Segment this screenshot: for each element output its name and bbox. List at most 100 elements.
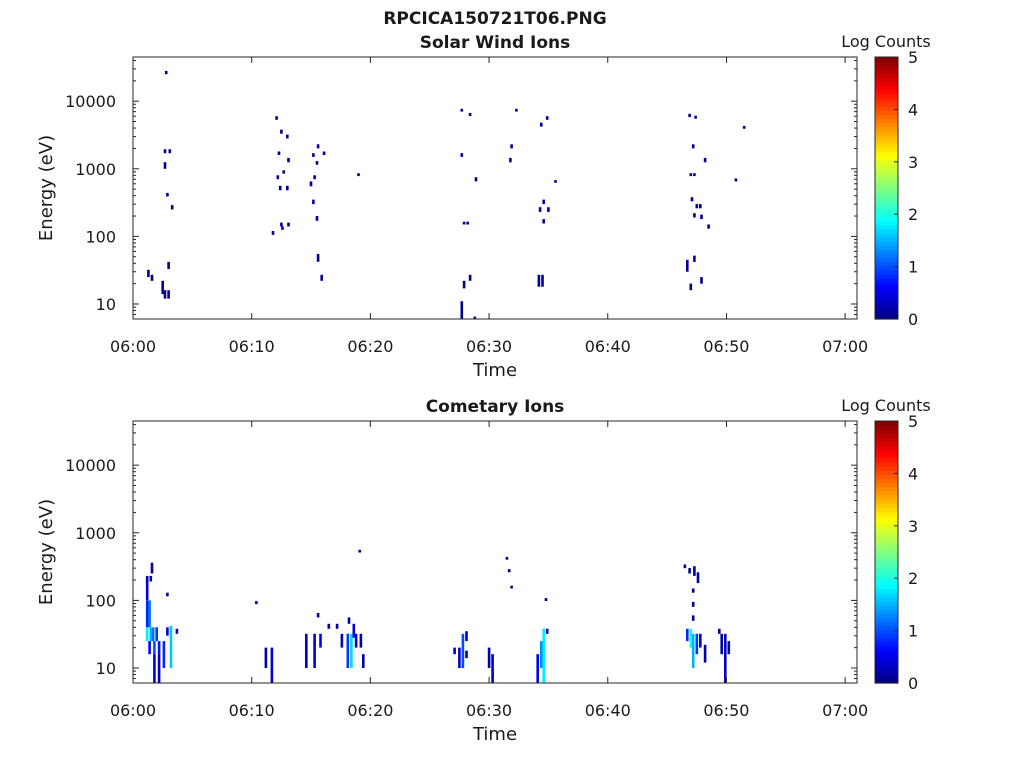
x-tick-label: 06:20 <box>347 337 393 356</box>
heatmap-cell <box>148 600 151 628</box>
colorbar-segment <box>875 433 898 438</box>
heatmap-cell <box>718 628 721 634</box>
heatmap-cell <box>275 116 278 120</box>
colorbar-segment <box>875 81 898 87</box>
colorbar-segment <box>875 678 898 684</box>
heatmap-cell <box>362 654 365 668</box>
y-tick-label: 10 <box>96 659 116 678</box>
colorbar-segment <box>875 249 898 255</box>
heatmap-cell <box>542 628 545 683</box>
colorbar-segment <box>875 192 898 197</box>
colorbar-segment <box>875 674 898 680</box>
heatmap-cell <box>509 157 512 163</box>
colorbar-segment <box>875 278 898 283</box>
heatmap-cell <box>352 623 356 638</box>
colorbar-segment <box>875 233 898 238</box>
colorbar-tick-label: 0 <box>908 310 918 329</box>
colorbar-tick-label: 4 <box>908 100 918 119</box>
colorbar-segment <box>875 453 898 459</box>
colorbar-segment <box>875 445 898 451</box>
colorbar-tick-label: 5 <box>908 48 918 67</box>
heatmap-cell <box>358 549 361 553</box>
colorbar-segment <box>875 592 898 598</box>
heatmap-cell <box>460 301 464 319</box>
y-tick-label: 10000 <box>65 92 116 111</box>
heatmap-cell <box>491 654 494 683</box>
heatmap-cell <box>691 144 695 149</box>
heatmap-cell <box>148 641 151 655</box>
colorbar-segment <box>875 421 898 426</box>
colorbar-segment <box>875 654 898 660</box>
colorbar-segment <box>875 65 898 70</box>
heatmap-cell <box>281 226 284 230</box>
heatmap-cell <box>510 144 513 149</box>
plot-frame <box>132 56 858 320</box>
y-tick-label: 100 <box>85 227 116 246</box>
colorbar-segment <box>875 245 898 250</box>
heatmap-cell <box>545 628 549 634</box>
colorbar-segment <box>875 163 898 169</box>
y-tick-label: 10000 <box>65 456 116 475</box>
colorbar-segment <box>875 605 898 610</box>
heatmap-cell <box>541 274 544 287</box>
colorbar-segment <box>875 57 898 62</box>
colorbar-segment <box>875 474 898 479</box>
colorbar-segment <box>875 633 898 639</box>
colorbar-segment <box>875 241 898 246</box>
colorbar-segment <box>875 286 898 291</box>
colorbar-segment <box>875 155 898 160</box>
panel-title: Cometary Ions <box>426 397 565 417</box>
colorbar-label: Log Counts <box>841 396 931 415</box>
colorbar-segment <box>875 560 898 565</box>
heatmap-cell <box>542 219 545 224</box>
heatmap-cell <box>255 601 258 605</box>
heatmap-cell <box>316 144 320 149</box>
colorbar-segment <box>875 637 898 643</box>
colorbar-segment <box>875 552 898 557</box>
colorbar-segment <box>875 629 898 635</box>
colorbar-segment <box>875 142 898 148</box>
colorbar-segment <box>875 269 898 275</box>
colorbar-segment <box>875 179 898 185</box>
heatmap-cell <box>313 175 316 180</box>
x-tick-label: 07:00 <box>822 337 868 356</box>
heatmap-cell <box>276 175 280 180</box>
colorbar-segment <box>875 466 898 471</box>
heatmap-cell <box>473 316 477 319</box>
heatmap-cell <box>347 617 351 624</box>
colorbar-segment <box>875 515 898 520</box>
colorbar-frame <box>874 420 899 684</box>
heatmap-cell <box>150 562 154 574</box>
heatmap-cell <box>545 116 549 120</box>
heatmap-cell <box>280 222 283 227</box>
colorbar-segment <box>875 625 898 631</box>
heatmap-cell <box>695 633 699 655</box>
heatmap-cell <box>691 601 695 607</box>
x-axis-label: Time <box>472 360 517 381</box>
panel-cometary: Cometary Ions 06:00 06:10 06:20 06:30 06:40 0… <box>36 396 931 745</box>
heatmap-cell <box>147 269 150 277</box>
colorbar-segment <box>875 224 898 230</box>
heatmap-cell <box>271 231 275 235</box>
heatmap-cell <box>700 214 703 220</box>
heatmap-cell <box>315 161 319 165</box>
x-tick-label: 06:40 <box>585 337 631 356</box>
heatmap-cell <box>693 213 696 218</box>
colorbar-segment <box>875 572 898 578</box>
colorbar-segment <box>875 216 898 222</box>
colorbar-segment <box>875 228 898 234</box>
colorbar-segment <box>875 527 898 533</box>
colorbar-segment <box>875 556 898 561</box>
colorbar-segment <box>875 449 898 455</box>
colorbar-segment <box>875 122 898 128</box>
heatmap-cell <box>540 641 543 668</box>
heatmap-cell <box>510 585 513 589</box>
colorbar-segment <box>875 539 898 545</box>
colorbar-segment <box>875 601 898 606</box>
colorbar-segment <box>875 167 898 173</box>
heatmap-cell <box>689 283 693 291</box>
colorbar-segment <box>875 298 898 304</box>
x-tick-label: 07:00 <box>822 701 868 720</box>
colorbar-segment <box>875 597 898 602</box>
heatmap-cell <box>327 623 331 629</box>
